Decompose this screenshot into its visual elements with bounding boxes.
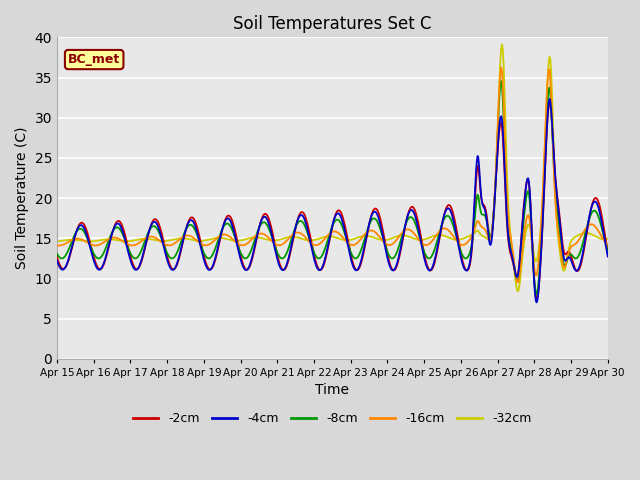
Title: Soil Temperatures Set C: Soil Temperatures Set C: [233, 15, 431, 33]
Y-axis label: Soil Temperature (C): Soil Temperature (C): [15, 127, 29, 269]
Text: BC_met: BC_met: [68, 53, 120, 66]
X-axis label: Time: Time: [316, 384, 349, 397]
Legend: -2cm, -4cm, -8cm, -16cm, -32cm: -2cm, -4cm, -8cm, -16cm, -32cm: [128, 407, 536, 430]
